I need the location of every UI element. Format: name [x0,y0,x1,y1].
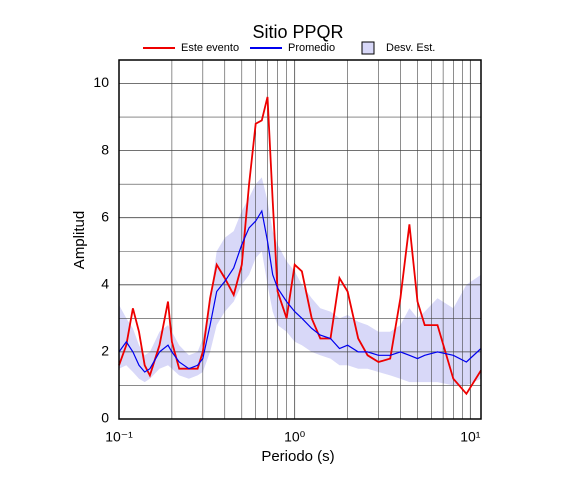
chart-title: Sitio PPQR [252,22,343,42]
x-axis-label: Periodo (s) [261,448,334,465]
legend-label: Promedio [288,42,335,54]
legend-label: Este evento [181,42,239,54]
legend-swatch [361,41,375,55]
x-tick-label: 10¹ [460,429,481,445]
y-tick-label: 4 [101,275,109,291]
y-tick-label: 2 [101,343,109,359]
plot-frame [118,59,482,420]
y-tick-label: 6 [101,208,109,224]
x-tick-label: 10⁰ [284,429,306,445]
y-tick-label: 8 [101,141,109,157]
series-line [118,96,482,396]
y-axis-label: Amplitud [71,211,88,269]
x-tick-label: 10⁻¹ [105,429,133,445]
std-band [119,177,481,386]
y-tick-label: 0 [101,410,109,426]
legend-label: Desv. Est. [386,42,435,54]
y-tick-label: 10 [93,74,109,90]
series-line [118,209,482,373]
